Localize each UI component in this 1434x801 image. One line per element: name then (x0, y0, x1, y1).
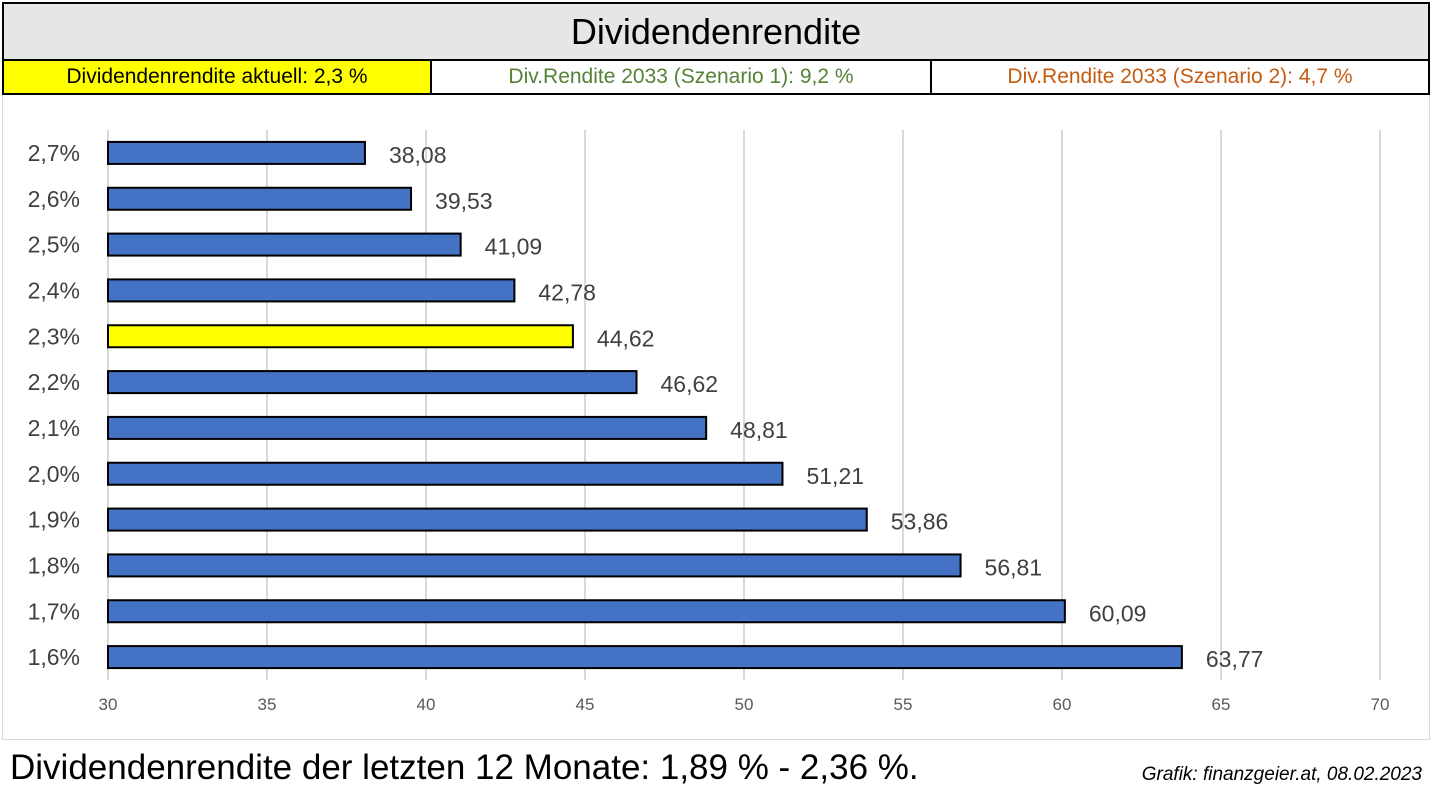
y-category-label: 2,6% (28, 186, 80, 212)
bar-value-label: 53,86 (891, 509, 949, 535)
bar (107, 645, 1183, 670)
x-tick-label: 30 (99, 695, 118, 714)
bar-value-label: 38,08 (389, 142, 447, 168)
bar (107, 278, 516, 303)
y-category-label: 2,1% (28, 415, 80, 441)
y-category-label: 2,2% (28, 369, 80, 395)
y-category-label: 1,8% (28, 552, 80, 578)
x-tick-label: 70 (1371, 695, 1390, 714)
y-category-label: 1,6% (28, 644, 80, 670)
bar-value-label: 39,53 (435, 188, 493, 214)
current-yield-label: Dividendenrendite aktuell: 2,3 % (4, 61, 432, 93)
bar-value-label: 46,62 (661, 371, 719, 397)
chart-area: 30 35 40 45 50 55 60 65 70 2,7% 38,08 2,6% 39,53 2,5%… (2, 95, 1430, 740)
bar-value-label: 48,81 (730, 417, 788, 443)
bar (107, 461, 784, 486)
bar-value-label: 56,81 (985, 554, 1043, 580)
x-tick-label: 50 (735, 695, 754, 714)
x-tick-label: 40 (417, 695, 436, 714)
bar-chart: 30 35 40 45 50 55 60 65 70 2,7% 38,08 2,6% 39,53 2,5%… (28, 130, 1390, 714)
bar-value-label: 41,09 (485, 234, 543, 260)
bar-value-label: 51,21 (806, 463, 864, 489)
x-tick-label: 35 (258, 695, 277, 714)
x-tick-label: 60 (1053, 695, 1072, 714)
info-row: Dividendenrendite aktuell: 2,3 % Div.Ren… (2, 61, 1430, 95)
y-category-label: 2,0% (28, 461, 80, 487)
y-category-label: 2,3% (28, 323, 80, 349)
bar (107, 599, 1066, 624)
footer-credit: Grafik: finanzgeier.at, 08.02.2023 (1141, 764, 1422, 785)
y-category-label: 2,5% (28, 232, 80, 258)
scenario-1-label: Div.Rendite 2033 (Szenario 1): 9,2 % (432, 61, 932, 93)
chart-title: Dividendenrendite (570, 10, 862, 52)
scenario-2-label: Div.Rendite 2033 (Szenario 2): 4,7 % (1007, 65, 1353, 88)
y-category-label: 2,4% (28, 277, 80, 303)
bar (107, 415, 708, 440)
x-tick-label: 65 (1212, 695, 1231, 714)
bar (107, 232, 462, 257)
bar (107, 140, 366, 165)
x-tick-label: 45 (576, 695, 595, 714)
y-category-label: 2,7% (28, 140, 80, 166)
y-category-label: 1,7% (28, 598, 80, 624)
chart-title-bar: Dividendenrendite (2, 2, 1430, 61)
bar (107, 370, 638, 395)
x-tick-label: 55 (894, 695, 913, 714)
bar-value-label: 60,09 (1089, 600, 1147, 626)
bar (107, 186, 413, 211)
footer-summary: Dividendenrendite der letzten 12 Monate:… (10, 748, 919, 787)
bar-value-label: 42,78 (538, 279, 596, 305)
bar (107, 507, 868, 532)
y-category-label: 1,9% (28, 507, 80, 533)
bar-value-label: 44,62 (597, 325, 655, 351)
bar (107, 553, 962, 578)
bar-highlight (107, 324, 574, 349)
bar-value-label: 63,77 (1206, 646, 1264, 672)
